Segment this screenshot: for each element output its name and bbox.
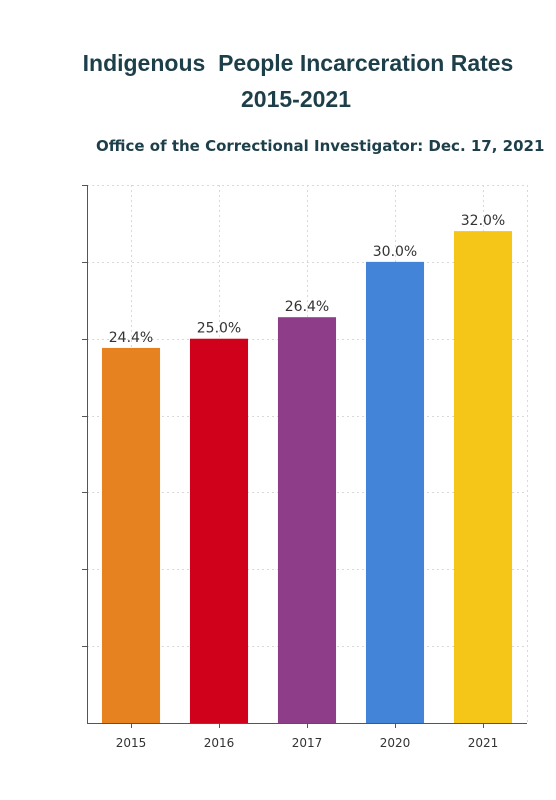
x-tick-label-2015: 2015	[116, 736, 147, 750]
x-tick-label-2016: 2016	[204, 736, 235, 750]
chart-title-line-2: 2015-2021	[241, 86, 351, 112]
chart-title-line-1: Indigenous People Incarceration Rates	[82, 50, 514, 76]
bar-value-labels: 24.4% 25.0% 26.4% 30.0% 32.0%	[109, 213, 505, 346]
bar-value-label-2017: 26.4%	[285, 299, 329, 315]
bar-2015	[101, 347, 161, 723]
bar-2017	[277, 317, 337, 723]
bar-value-label-2020: 30.0%	[373, 244, 417, 260]
bar-value-label-2016: 25.0%	[197, 321, 241, 337]
bar-2021	[453, 231, 513, 723]
x-tick-label-2020: 2020	[380, 736, 411, 750]
bar-value-label-2021: 32.0%	[461, 213, 505, 229]
x-tick-labels: 2015 2016 2017 2020 2021	[116, 736, 499, 750]
chart-subtitle: Office of the Correctional Investigator:…	[96, 137, 545, 155]
bars	[101, 231, 513, 723]
bar-value-label-2015: 24.4%	[109, 330, 153, 346]
x-tick-label-2017: 2017	[292, 736, 323, 750]
axes	[82, 185, 527, 728]
bar-2016	[189, 338, 249, 723]
x-tick-label-2021: 2021	[468, 736, 499, 750]
bar-2020	[365, 261, 425, 723]
